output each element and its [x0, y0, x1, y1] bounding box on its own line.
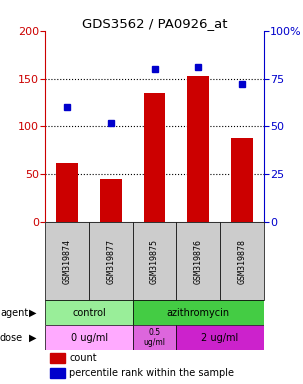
Title: GDS3562 / PA0926_at: GDS3562 / PA0926_at: [82, 17, 227, 30]
Text: GSM319874: GSM319874: [63, 238, 72, 284]
Bar: [45, 325, 133, 350]
Text: ▶: ▶: [29, 308, 36, 318]
Bar: [50, 353, 65, 363]
Bar: [231, 138, 253, 222]
Bar: [45, 222, 89, 300]
Text: control: control: [72, 308, 106, 318]
Bar: [45, 300, 133, 325]
Text: GSM319878: GSM319878: [237, 238, 246, 284]
Bar: [100, 179, 122, 222]
Text: 0 ug/ml: 0 ug/ml: [71, 333, 108, 343]
Bar: [133, 325, 176, 350]
Bar: [89, 222, 133, 300]
Bar: [176, 222, 220, 300]
Bar: [56, 163, 78, 222]
Bar: [187, 76, 209, 222]
Text: GSM319877: GSM319877: [106, 238, 115, 284]
Text: count: count: [69, 353, 97, 363]
Bar: [176, 325, 264, 350]
Bar: [220, 222, 264, 300]
Bar: [133, 300, 264, 325]
Bar: [133, 222, 176, 300]
Bar: [50, 368, 65, 378]
Text: 2 ug/ml: 2 ug/ml: [201, 333, 238, 343]
Bar: [144, 93, 165, 222]
Text: ▶: ▶: [29, 333, 36, 343]
Text: dose: dose: [0, 333, 23, 343]
Text: agent: agent: [0, 308, 28, 318]
Text: percentile rank within the sample: percentile rank within the sample: [69, 368, 235, 378]
Text: azithromycin: azithromycin: [167, 308, 230, 318]
Text: GSM319875: GSM319875: [150, 238, 159, 284]
Text: 0.5
ug/ml: 0.5 ug/ml: [144, 328, 165, 348]
Text: GSM319876: GSM319876: [194, 238, 203, 284]
